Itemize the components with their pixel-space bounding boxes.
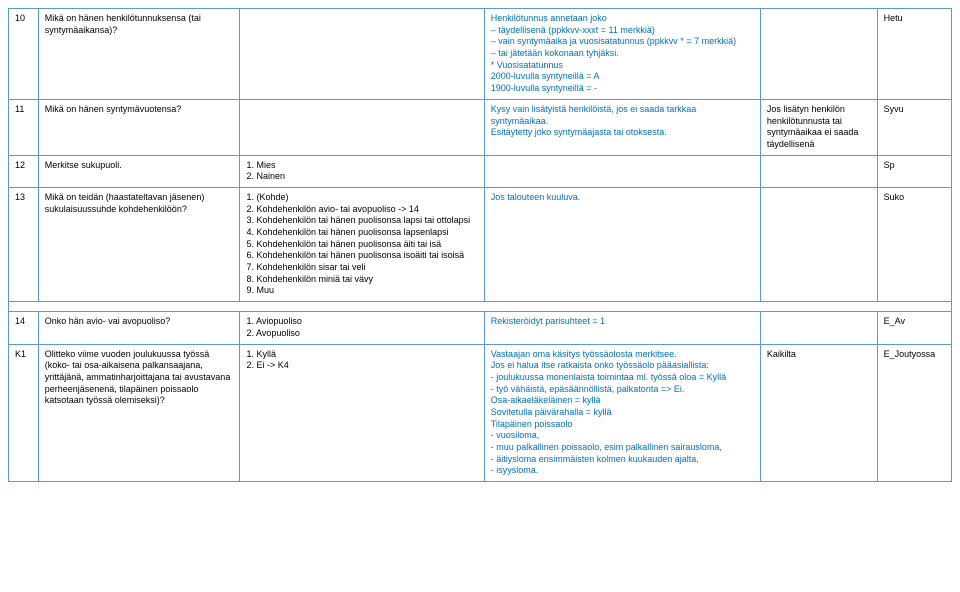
table-row: 14Onko hän avio- vai avopuoliso?1. Aviop… <box>9 312 952 344</box>
variable-code: Sp <box>877 155 951 187</box>
table-row: 13Mikä on teidän (haastateltavan jäsenen… <box>9 187 952 301</box>
variable-code: Hetu <box>877 9 951 100</box>
extra-note <box>760 312 877 344</box>
variable-code: E_Av <box>877 312 951 344</box>
row-number: 10 <box>9 9 39 100</box>
answer-options: 1. (Kohde) 2. Kohdehenkilön avio- tai av… <box>240 187 484 301</box>
row-number: 12 <box>9 155 39 187</box>
table-row: 10Mikä on hänen henkilötunnuksensa (tai … <box>9 9 952 100</box>
question-text: Mikä on teidän (haastateltavan jäsenen) … <box>38 187 240 301</box>
note-text: Kysy vain lisätyistä henkilöistä, jos ei… <box>484 99 760 155</box>
note-text: Jos talouteen kuuluva. <box>484 187 760 301</box>
answer-options: 1. Kyllä 2. Ei -> K4 <box>240 344 484 482</box>
variable-code: Suko <box>877 187 951 301</box>
row-number: 11 <box>9 99 39 155</box>
extra-note <box>760 187 877 301</box>
variable-code: E_Joutyossa <box>877 344 951 482</box>
extra-note <box>760 9 877 100</box>
survey-table: 10Mikä on hänen henkilötunnuksensa (tai … <box>8 8 952 482</box>
row-number: K1 <box>9 344 39 482</box>
table-row: K1Olitteko viime vuoden joulukuussa työs… <box>9 344 952 482</box>
note-text: Henkilötunnus annetaan joko– täydellisen… <box>484 9 760 100</box>
question-text: Merkitse sukupuoli. <box>38 155 240 187</box>
question-text: Mikä on hänen henkilötunnuksensa (tai sy… <box>38 9 240 100</box>
answer-options: 1. Mies 2. Nainen <box>240 155 484 187</box>
note-text: Vastaajan oma käsitys työssäolosta merki… <box>484 344 760 482</box>
note-text <box>484 155 760 187</box>
extra-note <box>760 155 877 187</box>
extra-note: Jos lisätyn henkilön henkilötunnusta tai… <box>760 99 877 155</box>
answer-options: 1. Aviopuoliso 2. Avopuoliso <box>240 312 484 344</box>
question-text: Onko hän avio- vai avopuoliso? <box>38 312 240 344</box>
answer-options <box>240 99 484 155</box>
row-number: 13 <box>9 187 39 301</box>
row-number: 14 <box>9 312 39 344</box>
answer-options <box>240 9 484 100</box>
table-row: 11Mikä on hänen syntymävuotensa? Kysy vai… <box>9 99 952 155</box>
note-text: Rekisteröidyt parisuhteet = 1 <box>484 312 760 344</box>
extra-note: Kaikilta <box>760 344 877 482</box>
question-text: Olitteko viime vuoden joulukuussa työssä… <box>38 344 240 482</box>
variable-code: Syvu <box>877 99 951 155</box>
table-row: 12Merkitse sukupuoli.1. Mies 2. Nainen Sp <box>9 155 952 187</box>
question-text: Mikä on hänen syntymävuotensa? <box>38 99 240 155</box>
